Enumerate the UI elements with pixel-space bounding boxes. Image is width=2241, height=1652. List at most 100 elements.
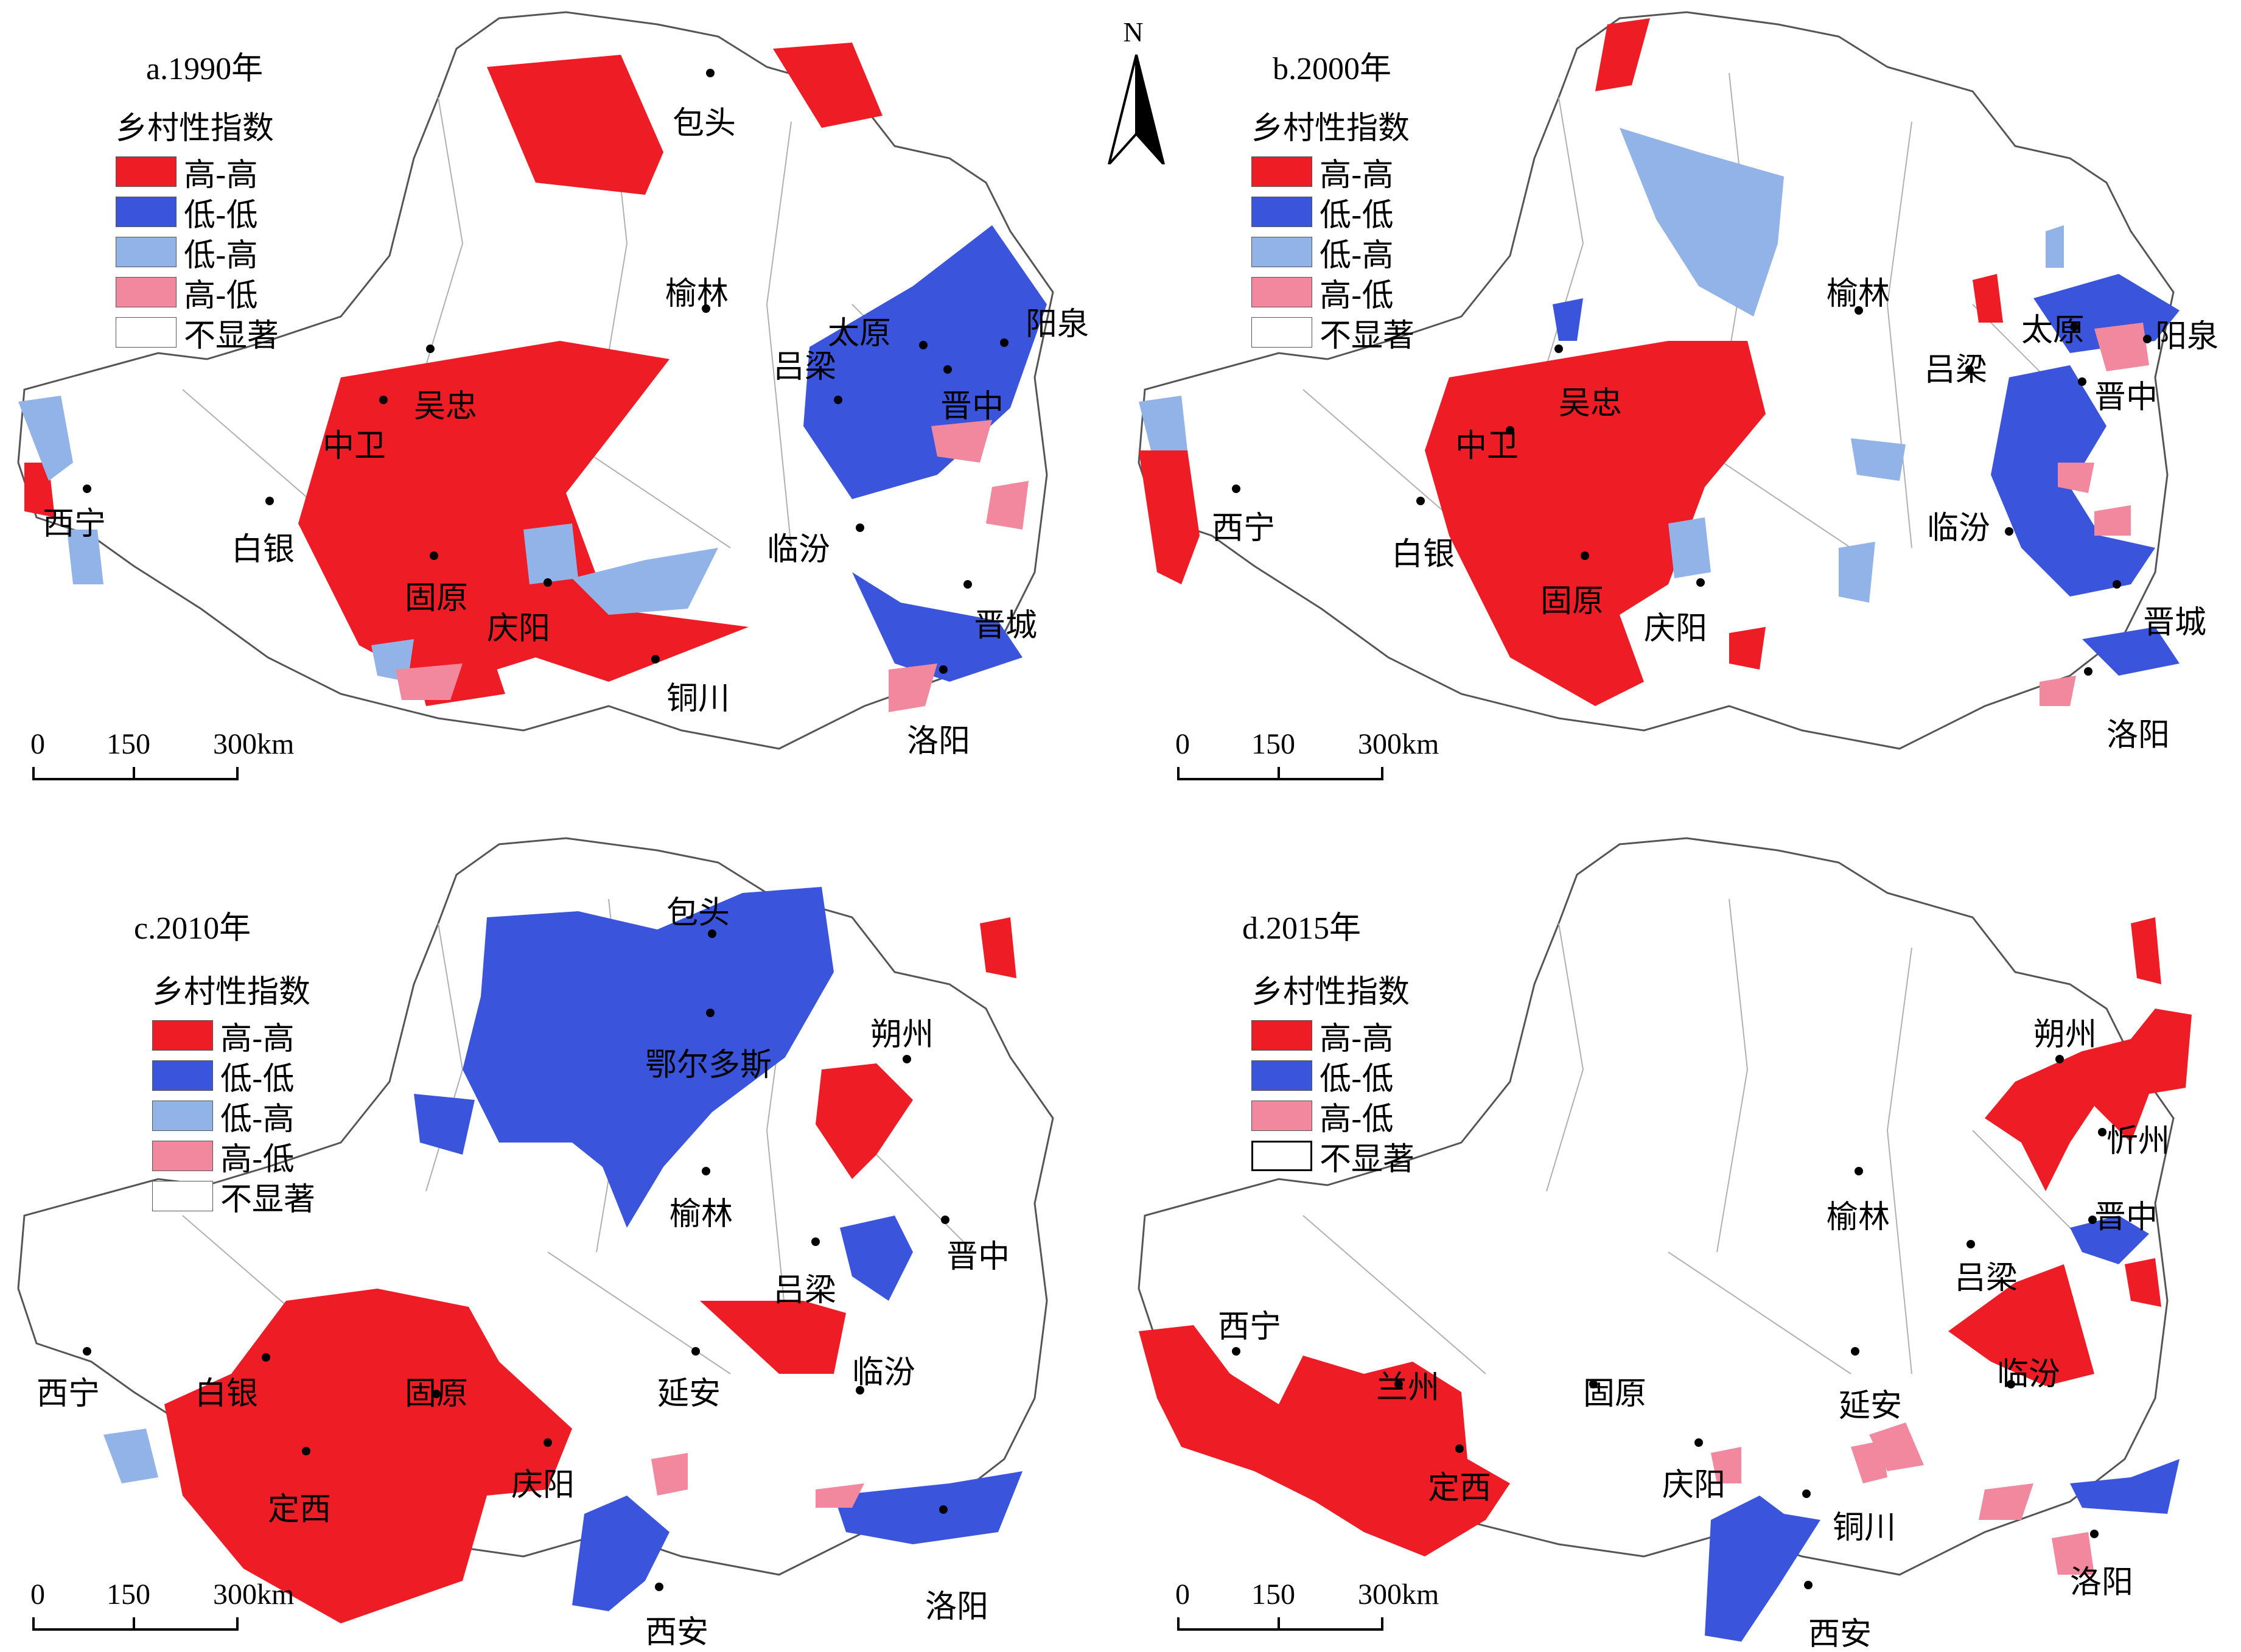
low-low-regions [414, 887, 1023, 1611]
city-label: 榆林 [665, 276, 729, 312]
city-label: 阳泉 [2155, 318, 2219, 355]
city-label: 阳泉 [1026, 306, 1089, 343]
legend: 乡村性指数 高-高 低-低 高-低 不显著 [1251, 966, 1414, 1178]
legend: 乡村性指数 高-高 低-低 低-高 高-低 不显著 [116, 102, 279, 354]
city-label: 庆阳 [487, 611, 551, 647]
high-low-regions [1711, 1423, 2094, 1575]
legend-item-high-low: 高-低 [116, 272, 279, 314]
city-label: 庆阳 [1662, 1467, 1726, 1503]
high-high-regions [1139, 917, 2192, 1556]
city-label: 定西 [268, 1491, 332, 1528]
high-high-regions [164, 917, 1016, 1623]
high-low-regions [651, 1453, 864, 1508]
city-label: 白银 [1391, 536, 1455, 573]
city-label: 晋城 [2143, 604, 2207, 641]
city-label: 朔州 [870, 1017, 934, 1053]
city-label: 定西 [1428, 1470, 1492, 1507]
city-label: 白银 [195, 1376, 259, 1412]
legend-item-not-significant: 不显著 [1251, 1136, 1414, 1178]
city-label: 延安 [1839, 1388, 1903, 1424]
low-high-regions [103, 1429, 158, 1483]
city-label: 西宁 [1212, 510, 1276, 547]
legend-item-low-high: 低-高 [116, 232, 279, 274]
legend-item-high-high: 高-高 [1251, 152, 1414, 194]
legend-item-high-high: 高-高 [152, 1015, 315, 1057]
city-label: 太原 [828, 315, 892, 352]
city-label: 铜川 [666, 681, 730, 717]
city-label: 吴忠 [414, 388, 478, 425]
city-label: 固原 [1540, 583, 1604, 620]
city-label: 吴忠 [1559, 385, 1623, 422]
city-label: 中卫 [323, 428, 386, 464]
city-label: 洛阳 [907, 723, 971, 760]
high-low-regions [2040, 323, 2149, 706]
city-label: 临汾 [852, 1354, 916, 1391]
city-label: 晋中 [940, 388, 1004, 425]
city-label: 临汾 [1927, 510, 1991, 547]
city-label: 吕梁 [1954, 1260, 2018, 1297]
legend-item-low-high: 低-高 [1251, 232, 1414, 274]
panel-title: d.2015年 [1242, 911, 1362, 946]
scale-bar: 0 150 300km [1175, 727, 1439, 785]
map-panel-2000: b.2000年 乡村性指数 高-高 低-低 低-高 高-低 不显著 0 150 30… [1120, 0, 2241, 826]
legend-item-high-high: 高-高 [1251, 1015, 1414, 1057]
scale-bar: 0 150 300km [30, 727, 294, 785]
city-label: 榆林 [1827, 276, 1890, 312]
map-2015 [1138, 837, 2192, 1642]
legend-item-not-significant: 不显著 [1251, 312, 1414, 354]
city-label: 吕梁 [1924, 352, 1988, 388]
city-label: 榆林 [1827, 1199, 1890, 1236]
legend-item-low-high: 低-高 [152, 1096, 315, 1138]
legend-title: 乡村性指数 [1251, 110, 1410, 147]
city-label: 庆阳 [511, 1467, 575, 1503]
legend-item-low-low: 低-低 [152, 1055, 315, 1097]
map-panel-2015: d.2015年 乡村性指数 高-高 低-低 高-低 不显著 0 150 300km … [1120, 826, 2241, 1652]
panel-title: c.2010年 [134, 911, 251, 946]
legend: 乡村性指数 高-高 低-低 低-高 高-低 不显著 [1251, 102, 1414, 354]
map-2010 [17, 837, 1054, 1623]
city-label: 吕梁 [773, 349, 837, 385]
scale-bar: 0 150 300km [30, 1578, 294, 1635]
legend-item-not-significant: 不显著 [152, 1176, 315, 1218]
north-arrow-icon: N [1108, 16, 1165, 164]
legend-item-low-low: 低-低 [116, 192, 279, 234]
city-label: 铜川 [1833, 1510, 1897, 1546]
low-low-regions [1705, 1216, 2180, 1642]
city-label: 晋城 [974, 607, 1038, 644]
city-label: 包头 [673, 105, 736, 142]
city-label: 榆林 [670, 1196, 733, 1233]
city-label: 洛阳 [925, 1589, 989, 1625]
legend: 乡村性指数 高-高 低-低 低-高 高-低 不显著 [152, 966, 315, 1218]
city-label: 延安 [657, 1376, 721, 1412]
city-label: 晋中 [2094, 379, 2158, 416]
city-label: 西宁 [1218, 1309, 1282, 1345]
city-label: 晋中 [946, 1239, 1010, 1275]
legend-item-high-low: 高-低 [1251, 272, 1414, 314]
map-panel-1990: a.1990年 乡村性指数 高-高 低-低 低-高 高-低 不显著 0 150 30… [0, 0, 1120, 826]
city-label: 固原 [1583, 1376, 1647, 1412]
city-label: 晋中 [2094, 1199, 2158, 1236]
legend-title: 乡村性指数 [1251, 974, 1410, 1010]
low-high-regions [18, 396, 718, 682]
high-low-regions [396, 420, 1029, 712]
legend-title: 乡村性指数 [116, 110, 274, 147]
city-label: 固原 [405, 580, 469, 617]
low-low-regions [803, 225, 1047, 682]
city-label: 朔州 [2033, 1017, 2097, 1053]
city-label: 吕梁 [773, 1272, 837, 1309]
city-label: 临汾 [767, 531, 831, 568]
north-label: N [1123, 16, 1143, 47]
city-label: 临汾 [1997, 1356, 2061, 1393]
legend-item-high-low: 高-低 [1251, 1096, 1414, 1138]
legend-title: 乡村性指数 [152, 974, 311, 1010]
panel-title: b.2000年 [1273, 52, 1392, 86]
city-label: 鄂尔多斯 [645, 1047, 772, 1083]
panel-title: a.1990年 [146, 52, 264, 86]
legend-item-low-low: 低-低 [1251, 1055, 1414, 1097]
city-label: 白银 [231, 531, 295, 568]
city-label: 太原 [2021, 312, 2085, 349]
map-panel-2010: c.2010年 乡村性指数 高-高 低-低 低-高 高-低 不显著 0 150 30… [0, 826, 1120, 1652]
legend-item-high-low: 高-低 [152, 1136, 315, 1178]
city-label: 洛阳 [2070, 1564, 2134, 1601]
low-high-regions [1139, 128, 2064, 603]
